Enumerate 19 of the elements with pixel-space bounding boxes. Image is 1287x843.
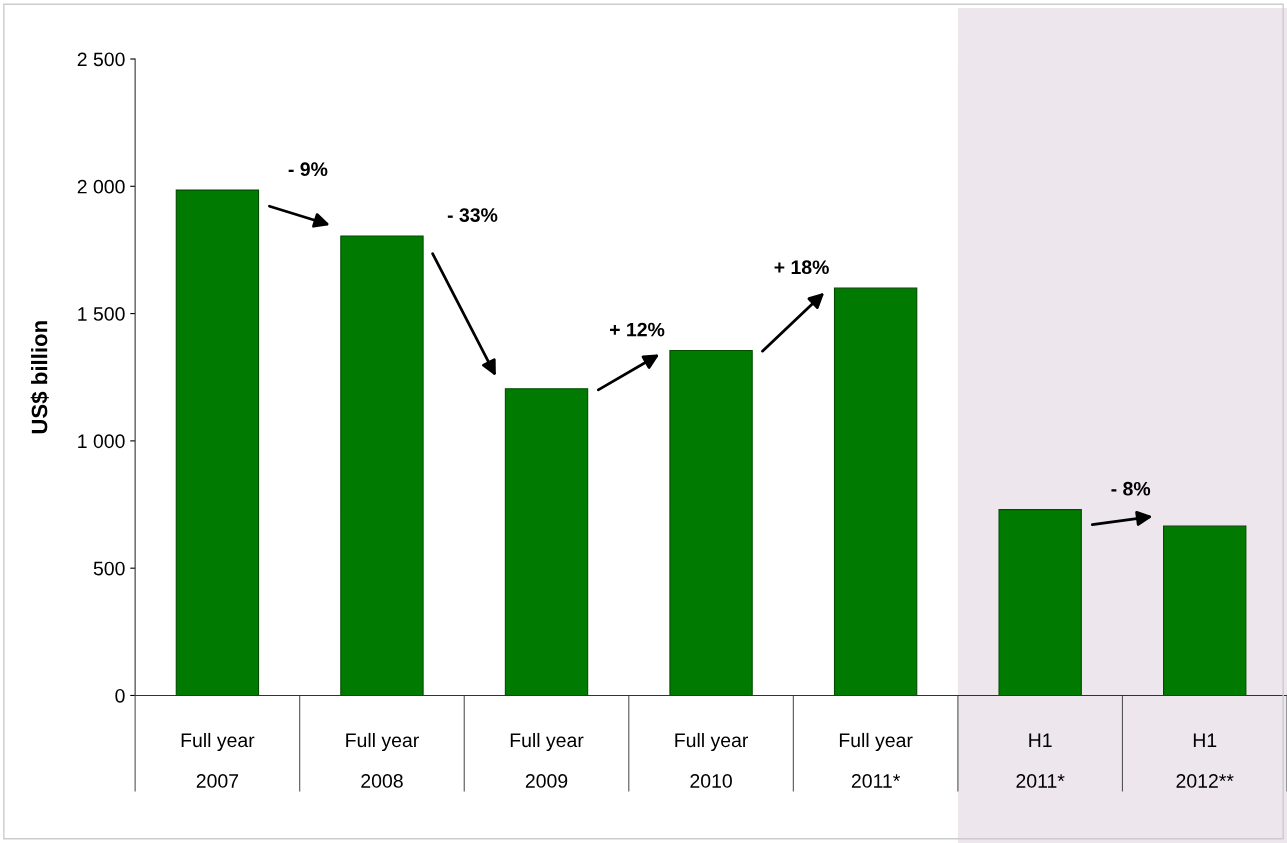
x-tick-label: Full year 2007 (181, 732, 255, 788)
category-label: H1 2012** (1176, 733, 1234, 788)
annotation: - 9% (288, 162, 328, 177)
y-tick-label: 1 000 (78, 434, 125, 449)
annotation: + 12% (610, 322, 665, 337)
y-tick-label: 1 500 (78, 307, 125, 321)
x-tick-label: Full year 2011* (839, 732, 913, 788)
x-tick-label: Full year 2008 (346, 732, 419, 788)
y-axis-title: US$ billion (30, 321, 49, 434)
y-tick-label: 0 (115, 688, 125, 703)
x-tick-label: Full year 2009 (510, 732, 584, 788)
x-tick-label: Full year 2010 (675, 732, 749, 788)
y-tick-label: 500 (93, 561, 125, 576)
category-label: H1 2011* (1016, 733, 1065, 788)
y-tick-label: 2 000 (77, 179, 125, 194)
annotation: - 8% (1111, 481, 1151, 496)
y-tick-label: 2 500 (77, 52, 125, 67)
annotation: + 18% (774, 260, 829, 275)
annotation: - 33% (447, 208, 498, 222)
